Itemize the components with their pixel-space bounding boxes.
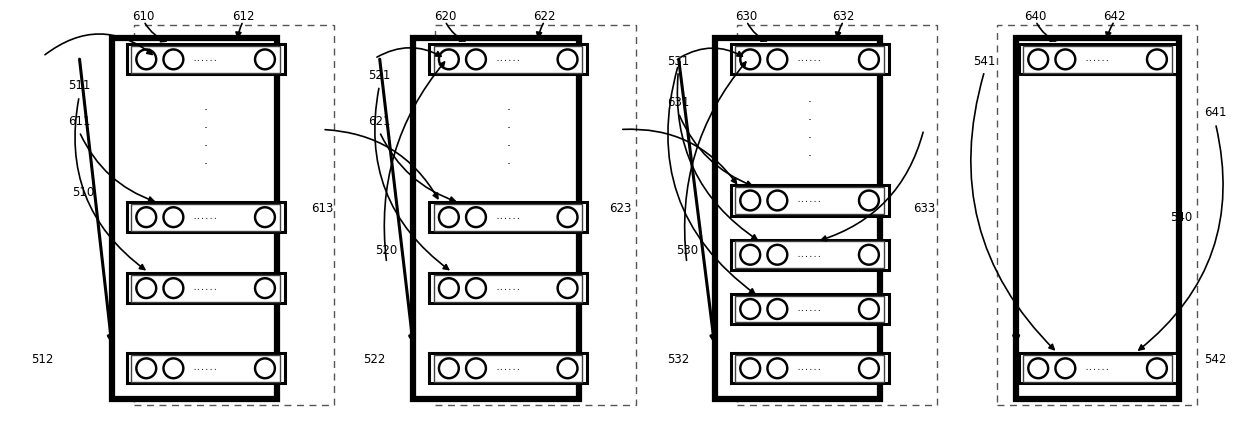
Text: 630: 630 — [735, 10, 758, 23]
Text: ......: ...... — [193, 285, 218, 291]
Text: 640: 640 — [1024, 10, 1047, 23]
Bar — [737, 25, 937, 405]
Text: 530: 530 — [676, 244, 698, 257]
Bar — [413, 37, 579, 399]
Bar — [434, 355, 583, 382]
Bar — [1023, 46, 1172, 73]
Bar — [112, 37, 278, 399]
Text: 541: 541 — [973, 55, 996, 68]
Text: 510: 510 — [72, 186, 94, 199]
Text: 542: 542 — [1204, 354, 1226, 366]
Text: 631: 631 — [667, 96, 689, 109]
Bar — [1018, 44, 1177, 75]
Text: ......: ...... — [797, 56, 822, 62]
Text: 511: 511 — [68, 79, 91, 92]
Text: 632: 632 — [832, 10, 854, 23]
Bar — [1016, 37, 1179, 399]
Text: 522: 522 — [363, 354, 386, 366]
Text: ......: ...... — [193, 366, 218, 371]
Text: 621: 621 — [368, 115, 391, 128]
Text: 512: 512 — [31, 354, 55, 366]
Text: ......: ...... — [496, 214, 521, 220]
Text: 532: 532 — [667, 354, 689, 366]
Text: ......: ...... — [193, 56, 218, 62]
Bar — [730, 240, 889, 270]
Bar — [735, 355, 884, 382]
Text: ......: ...... — [496, 366, 521, 371]
Text: 520: 520 — [376, 244, 398, 257]
Bar — [735, 296, 884, 322]
Text: ......: ...... — [1085, 366, 1110, 371]
Bar — [730, 294, 889, 324]
Text: 612: 612 — [232, 10, 254, 23]
Text: ·
·
·
·: · · · · — [506, 104, 510, 171]
Text: ......: ...... — [797, 306, 822, 312]
Bar — [730, 44, 889, 75]
Bar — [735, 187, 884, 214]
Bar — [735, 46, 884, 73]
Bar — [126, 353, 285, 383]
Text: 623: 623 — [609, 202, 631, 215]
Bar — [131, 355, 280, 382]
Text: 611: 611 — [68, 115, 91, 128]
Text: 620: 620 — [434, 10, 456, 23]
Bar — [131, 275, 280, 302]
Bar — [126, 273, 285, 303]
Bar — [126, 44, 285, 75]
Text: 610: 610 — [133, 10, 155, 23]
Text: ......: ...... — [496, 56, 521, 62]
Text: ......: ...... — [193, 214, 218, 220]
Text: 633: 633 — [913, 202, 935, 215]
Text: 642: 642 — [1104, 10, 1126, 23]
Bar — [429, 44, 588, 75]
Bar — [730, 185, 889, 216]
Bar — [126, 202, 285, 232]
Bar — [131, 46, 280, 73]
Text: ......: ...... — [797, 252, 822, 258]
Bar — [434, 46, 583, 73]
Text: 540: 540 — [1171, 211, 1193, 224]
Text: ·
·
·
·: · · · · — [203, 104, 207, 171]
Bar — [1023, 355, 1172, 382]
Bar — [434, 275, 583, 302]
Text: 613: 613 — [311, 202, 334, 215]
Text: ·
·
·
·: · · · · — [807, 96, 811, 163]
Bar — [435, 25, 636, 405]
Text: ......: ...... — [1085, 56, 1110, 62]
Text: 622: 622 — [533, 10, 556, 23]
Text: ......: ...... — [797, 366, 822, 371]
Text: ......: ...... — [797, 198, 822, 204]
Bar — [429, 273, 588, 303]
Bar — [134, 25, 335, 405]
Bar — [997, 25, 1197, 405]
Bar — [429, 202, 588, 232]
Bar — [429, 353, 588, 383]
Text: 641: 641 — [1204, 106, 1226, 119]
Bar — [730, 353, 889, 383]
Text: ......: ...... — [496, 285, 521, 291]
Bar — [434, 204, 583, 230]
Bar — [735, 242, 884, 268]
Bar — [714, 37, 880, 399]
Bar — [1018, 353, 1177, 383]
Text: 531: 531 — [667, 55, 689, 68]
Bar — [131, 204, 280, 230]
Text: 521: 521 — [368, 69, 391, 82]
